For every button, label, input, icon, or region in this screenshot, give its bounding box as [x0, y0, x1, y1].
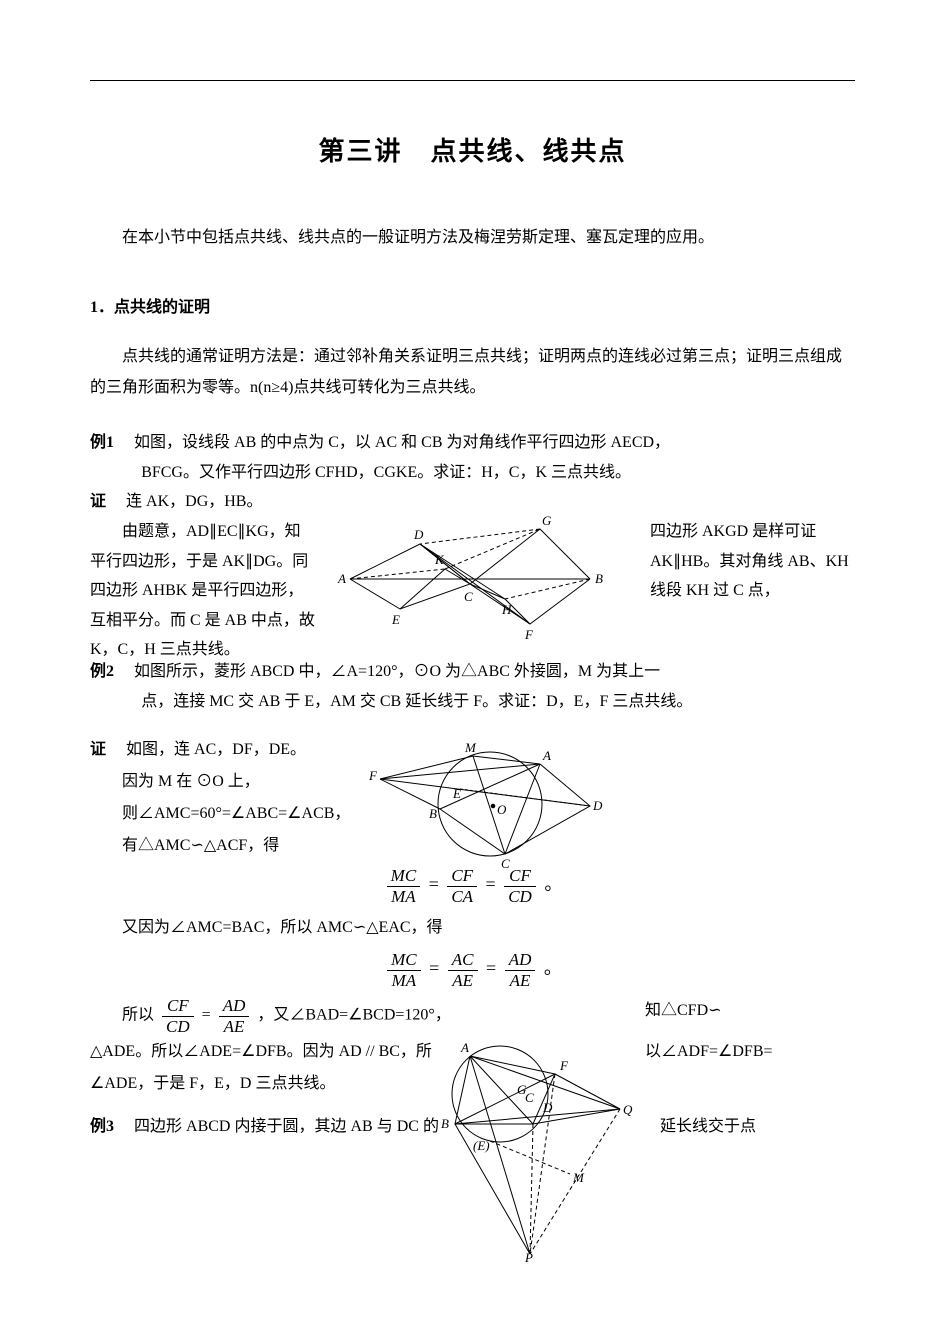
ex3-statement-right: 延长线交于点	[660, 1112, 756, 1142]
svg-text:A: A	[542, 748, 551, 763]
svg-text:A: A	[460, 1040, 469, 1055]
ex1-proof-a: 连 AK，DG，HB。	[110, 493, 262, 510]
svg-text:E: E	[452, 786, 461, 801]
example-1: 例1 如图，设线段 AB 的中点为 C，以 AC 和 CB 为对角线作平行四边形…	[90, 428, 855, 637]
ex3-label: 例3	[90, 1118, 114, 1135]
svg-text:O: O	[497, 802, 507, 817]
ex2-figure: A B C D E F M O	[365, 734, 605, 881]
top-rule	[90, 80, 855, 81]
ex1-statement-a: 如图，设线段 AB 的中点为 C，以 AC 和 CB 为对角线作平行四边形 AE…	[118, 434, 670, 451]
svg-text:P: P	[524, 1250, 533, 1264]
ex1-proof-row: 由题意，AD∥EC∥KG，知平行四边形，于是 AK∥DG。同四边形 AHBK 是…	[90, 517, 855, 637]
svg-text:M: M	[464, 740, 477, 755]
lecture-title: 第三讲 点共线、线共点	[90, 131, 855, 168]
svg-text:H: H	[501, 602, 512, 617]
page: 第三讲 点共线、线共点 在本小节中包括点共线、线共点的一般证明方法及梅涅劳斯定理…	[0, 0, 945, 1200]
ex2-equation-2: MCMA = ACAE = ADAE 。	[90, 950, 855, 990]
ex1-proof-left: 由题意，AD∥EC∥KG，知平行四边形，于是 AK∥DG。同四边形 AHBK 是…	[90, 517, 315, 665]
svg-text:D: D	[592, 798, 603, 813]
ex2-proof-e: 又因为∠AMC=BAC，所以 AMC∽△EAC，得	[90, 912, 855, 944]
ex2-proof-label: 证	[90, 741, 106, 758]
ex3-figure: A B C D (E) F G M P Q	[425, 1034, 650, 1276]
ex1-proof-label: 证	[90, 493, 106, 510]
intro-paragraph: 在本小节中包括点共线、线共点的一般证明方法及梅涅劳斯定理、塞瓦定理的应用。	[90, 223, 855, 253]
svg-text:D: D	[413, 527, 424, 542]
svg-text:F: F	[524, 627, 534, 639]
ex1-proof-right: 四边形 AKGD 是样可证 AK∥HB。其对角线 AB、KH线段 KH 过 C …	[650, 517, 850, 606]
ex2-label: 例2	[90, 663, 114, 680]
svg-text:B: B	[595, 571, 603, 586]
figure-2-svg: A B C D E F M O	[365, 734, 605, 869]
ex2-proof-f: 所以 CFCD = ADAE ，又∠BAD=∠BCD=120°， 知△CFD∽	[90, 996, 855, 1036]
figure-3-svg: A B C D (E) F G M P Q	[425, 1034, 650, 1264]
ex2-proof: 证 如图，连 AC，DF，DE。 因为 M 在 ⊙O 上， 则∠AMC=60°=…	[90, 734, 855, 1100]
svg-text:G: G	[517, 1082, 527, 1097]
ex3-statement-a: 四边形 ABCD 内接于圆，其边 AB 与 DC 的	[118, 1118, 439, 1135]
svg-text:F: F	[559, 1058, 569, 1073]
svg-text:F: F	[368, 768, 378, 783]
svg-text:C: C	[464, 589, 473, 604]
example-2: 例2 如图所示，菱形 ABCD 中，∠A=120°，⊙O 为△ABC 外接圆，M…	[90, 657, 855, 716]
section-1-body: 点共线的通常证明方法是：通过邻补角关系证明三点共线；证明两点的连线必过第三点；证…	[90, 342, 855, 403]
figure-1-svg: A B C D E F G H K	[330, 509, 630, 639]
svg-text:M: M	[572, 1170, 585, 1185]
ex2-statement-a: 如图所示，菱形 ABCD 中，∠A=120°，⊙O 为△ABC 外接圆，M 为其…	[118, 663, 660, 680]
svg-text:A: A	[337, 571, 346, 586]
ex2-proof-a: 如图，连 AC，DF，DE。	[110, 741, 306, 758]
ex1-figure: A B C D E F G H K	[330, 509, 630, 650]
svg-text:E: E	[391, 612, 400, 627]
ex1-statement-b: BFCG。又作平行四边形 CFHD，CGKE。求证：H，C，K 三点共线。	[90, 458, 855, 488]
svg-text:C: C	[501, 856, 510, 869]
svg-text:B: B	[429, 806, 437, 821]
section-1-heading: 1．点共线的证明	[90, 293, 855, 317]
svg-text:G: G	[542, 513, 552, 528]
ex2-statement-b: 点，连接 MC 交 AB 于 E，AM 交 CB 延长线于 F。求证：D，E，F…	[90, 687, 855, 717]
example-3: 例3 四边形 ABCD 内接于圆，其边 AB 与 DC 的 延长线交于点	[90, 1112, 855, 1142]
svg-text:K: K	[434, 552, 445, 567]
ex1-label: 例1	[90, 434, 114, 451]
